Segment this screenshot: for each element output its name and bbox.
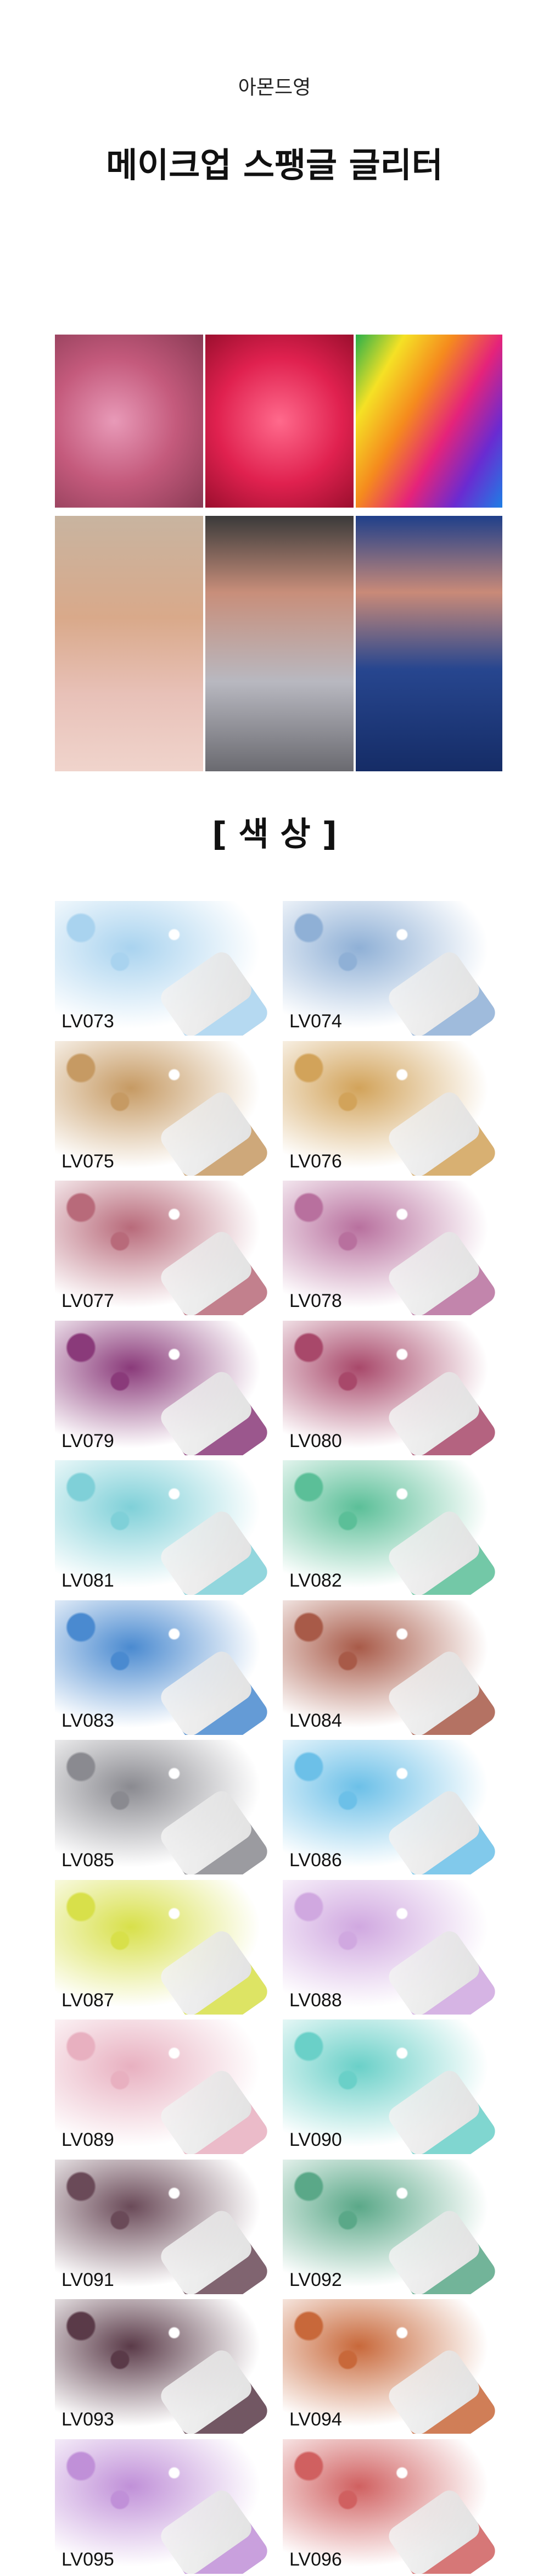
color-code: LV090 <box>289 2129 342 2150</box>
swatch: LV089 <box>55 2019 272 2154</box>
swatch: LV096 <box>283 2439 500 2574</box>
color-code: LV091 <box>61 2269 114 2290</box>
swatch: LV082 <box>283 1460 500 1595</box>
swatch: LV073 <box>55 901 272 1036</box>
color-code: LV074 <box>289 1011 342 1032</box>
swatch: LV087 <box>55 1879 272 2015</box>
color-code: LV085 <box>61 1850 114 1871</box>
product-title: 메이크업 스팽글 글리터 <box>106 145 443 185</box>
swatch: LV078 <box>283 1181 500 1315</box>
swatch: LV075 <box>55 1041 272 1176</box>
color-code: LV089 <box>61 2129 114 2150</box>
color-code: LV073 <box>61 1011 114 1032</box>
color-code: LV086 <box>289 1850 342 1871</box>
swatch: LV077 <box>55 1181 272 1315</box>
color-code: LV096 <box>289 2549 342 2570</box>
color-code: LV083 <box>61 1710 114 1731</box>
color-code: LV088 <box>289 1989 342 2011</box>
color-code: LV084 <box>289 1710 342 1731</box>
photo <box>55 516 203 771</box>
color-code: LV093 <box>61 2409 114 2430</box>
swatch: LV091 <box>55 2159 272 2294</box>
photo <box>356 335 502 508</box>
color-code: LV082 <box>289 1570 342 1591</box>
photo <box>356 516 502 771</box>
color-code: LV080 <box>289 1430 342 1451</box>
swatch: LV085 <box>55 1740 272 1874</box>
brand: 아몬드영 <box>238 76 311 99</box>
color-code: LV087 <box>61 1989 114 2011</box>
photo <box>55 335 203 508</box>
photo <box>205 516 354 771</box>
swatch: LV079 <box>55 1320 272 1455</box>
color-code: LV081 <box>61 1570 114 1591</box>
swatch: LV086 <box>283 1740 500 1874</box>
color-code: LV075 <box>61 1150 114 1172</box>
color-code: LV092 <box>289 2269 342 2290</box>
color-code: LV076 <box>289 1150 342 1172</box>
color-code: LV079 <box>61 1430 114 1451</box>
section-title: [ 색 상 ] <box>212 815 337 854</box>
swatch: LV090 <box>283 2019 500 2154</box>
swatch: LV095 <box>55 2439 272 2574</box>
swatch: LV081 <box>55 1460 272 1595</box>
swatch: LV080 <box>283 1320 500 1455</box>
swatch: LV092 <box>283 2159 500 2294</box>
color-code: LV094 <box>289 2409 342 2430</box>
color-code: LV077 <box>61 1290 114 1311</box>
swatch: LV076 <box>283 1041 500 1176</box>
photo <box>205 335 354 508</box>
color-code: LV095 <box>61 2549 114 2570</box>
swatch: LV083 <box>55 1600 272 1735</box>
color-code: LV078 <box>289 1290 342 1311</box>
swatch: LV093 <box>55 2299 272 2434</box>
swatch: LV094 <box>283 2299 500 2434</box>
swatch: LV084 <box>283 1600 500 1735</box>
swatch: LV074 <box>283 901 500 1036</box>
swatch: LV088 <box>283 1879 500 2015</box>
